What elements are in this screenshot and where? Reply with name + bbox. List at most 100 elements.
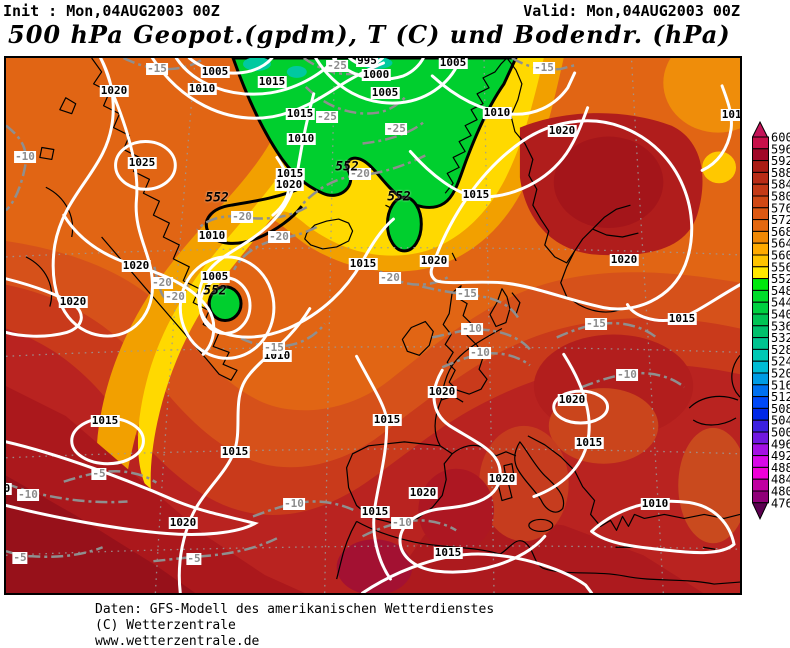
pressure-contour-label: 1005 <box>200 270 230 283</box>
svg-text:544: 544 <box>771 296 790 310</box>
geopotential-contour-label: 552 <box>203 283 227 299</box>
temperature-contour-label: -10 <box>391 516 413 529</box>
svg-text:580: 580 <box>771 190 790 204</box>
pressure-contour-label: 1020 <box>408 486 438 499</box>
svg-text:524: 524 <box>771 355 790 369</box>
svg-text:508: 508 <box>771 402 790 416</box>
svg-text:532: 532 <box>771 331 790 345</box>
init-time-label: Init : Mon,04AUG2003 00Z <box>3 2 220 20</box>
temperature-contour-label: -15 <box>456 287 478 300</box>
pressure-contour-label: 1015 <box>220 445 250 458</box>
pressure-contour-label: 995 <box>356 58 378 67</box>
svg-text:568: 568 <box>771 225 790 239</box>
temperature-contour-label: -15 <box>263 341 285 354</box>
temperature-contour-label: -5 <box>186 552 202 565</box>
temperature-contour-label: -5 <box>91 467 107 480</box>
pressure-contour-label: 1020 <box>427 385 457 398</box>
svg-text:480: 480 <box>771 485 790 499</box>
temperature-contour-label: -25 <box>326 59 348 72</box>
temperature-contour-label: -10 <box>616 368 638 381</box>
pressure-contour-label: 1015 <box>461 188 491 201</box>
svg-text:484: 484 <box>771 473 790 487</box>
pressure-contour-label: 1005 <box>200 65 230 78</box>
svg-text:564: 564 <box>771 237 790 251</box>
svg-text:500: 500 <box>771 426 790 440</box>
svg-text:556: 556 <box>771 260 790 274</box>
pressure-contour-label: 1015 <box>257 75 287 88</box>
svg-text:584: 584 <box>771 178 790 192</box>
pressure-contour-label: 1005 <box>370 86 400 99</box>
svg-text:596: 596 <box>771 142 790 156</box>
pressure-contour-label: 1015 <box>285 107 315 120</box>
credit-copyright: (C) Wetterzentrale <box>95 618 236 633</box>
temperature-contour-label: -15 <box>533 61 555 74</box>
pressure-contour-label: 1015 <box>667 312 697 325</box>
pressure-contour-label: 1010 <box>640 497 670 510</box>
pressure-contour-label: 1010 <box>286 132 316 145</box>
temperature-contour-label: -10 <box>14 150 36 163</box>
svg-text:592: 592 <box>771 154 790 168</box>
geopotential-contour-label: 552 <box>387 189 411 205</box>
svg-text:552: 552 <box>771 272 790 286</box>
svg-text:528: 528 <box>771 343 790 357</box>
pressure-contour-label: 1020 <box>557 393 587 406</box>
svg-text:504: 504 <box>771 414 790 428</box>
pressure-contour-label: 1015 <box>433 546 463 559</box>
pressure-contour-label: 1020 <box>58 295 88 308</box>
map-contour-labels: 1020 1005 1010 1015 995 1000 1005 1005 1015 1010 1… <box>6 58 740 593</box>
pressure-contour-label: 1025 <box>127 156 157 169</box>
temperature-contour-label: -10 <box>17 488 39 501</box>
pressure-contour-label: 1015 <box>348 257 378 270</box>
credit-url: www.wetterzentrale.de <box>95 634 260 648</box>
pressure-contour-label: 1010 <box>482 106 512 119</box>
temperature-contour-label: -20 <box>164 290 186 303</box>
pressure-contour-label: 1020 <box>419 254 449 267</box>
svg-text:512: 512 <box>771 390 790 404</box>
pressure-contour-label: 1015 <box>360 505 390 518</box>
pressure-contour-label: 1010 <box>197 229 227 242</box>
pressure-contour-label: 1020 <box>121 259 151 272</box>
temperature-contour-label: -20 <box>379 271 401 284</box>
pressure-contour-label: 1000 <box>361 68 391 81</box>
valid-time-label: Valid: Mon,04AUG2003 00Z <box>523 2 740 20</box>
svg-text:516: 516 <box>771 378 790 392</box>
chart-title: 500 hPa Geopot.(gpdm), T (C) und Bodendr… <box>8 20 731 49</box>
temperature-contour-label: -20 <box>349 167 371 180</box>
pressure-contour-label: 1020 <box>547 124 577 137</box>
credit-source: Daten: GFS-Modell des amerikanischen Wet… <box>95 602 495 617</box>
pressure-contour-label: 1020 <box>487 472 517 485</box>
pressure-contour-label: 1020 <box>99 84 129 97</box>
pressure-contour-label: 1015 <box>372 413 402 426</box>
svg-text:548: 548 <box>771 284 790 298</box>
temperature-contour-label: -10 <box>469 346 491 359</box>
svg-text:492: 492 <box>771 449 790 463</box>
temperature-contour-label: -10 <box>283 497 305 510</box>
temperature-contour-label: -20 <box>268 230 290 243</box>
pressure-contour-label: 1020 <box>168 516 198 529</box>
temperature-contour-label: -5 <box>12 551 28 564</box>
geopotential-contour-label: 552 <box>335 159 359 175</box>
svg-text:576: 576 <box>771 201 790 215</box>
svg-text:520: 520 <box>771 367 790 381</box>
svg-text:488: 488 <box>771 461 790 475</box>
svg-text:588: 588 <box>771 166 790 180</box>
temperature-contour-label: -10 <box>461 322 483 335</box>
pressure-contour-label: 1010 <box>187 82 217 95</box>
pressure-contour-label: 1020 <box>6 483 12 495</box>
svg-text:540: 540 <box>771 308 790 322</box>
geopotential-contour-label: 552 <box>205 190 229 206</box>
temperature-contour-label: -20 <box>231 210 253 223</box>
temperature-contour-label: -15 <box>585 317 607 330</box>
svg-text:600: 600 <box>771 131 790 145</box>
svg-text:496: 496 <box>771 437 790 451</box>
svg-text:572: 572 <box>771 213 790 227</box>
temperature-contour-label: -25 <box>316 110 338 123</box>
pressure-contour-label: 1020 <box>274 178 304 191</box>
geopotential-colorbar: 6005965925885845805765725685645605565525… <box>752 121 790 520</box>
svg-text:560: 560 <box>771 249 790 263</box>
pressure-contour-label: 1015 <box>720 109 740 121</box>
pressure-contour-label: 1015 <box>574 436 604 449</box>
pressure-contour-label: 1015 <box>275 167 305 180</box>
temperature-contour-label: -25 <box>385 122 407 135</box>
